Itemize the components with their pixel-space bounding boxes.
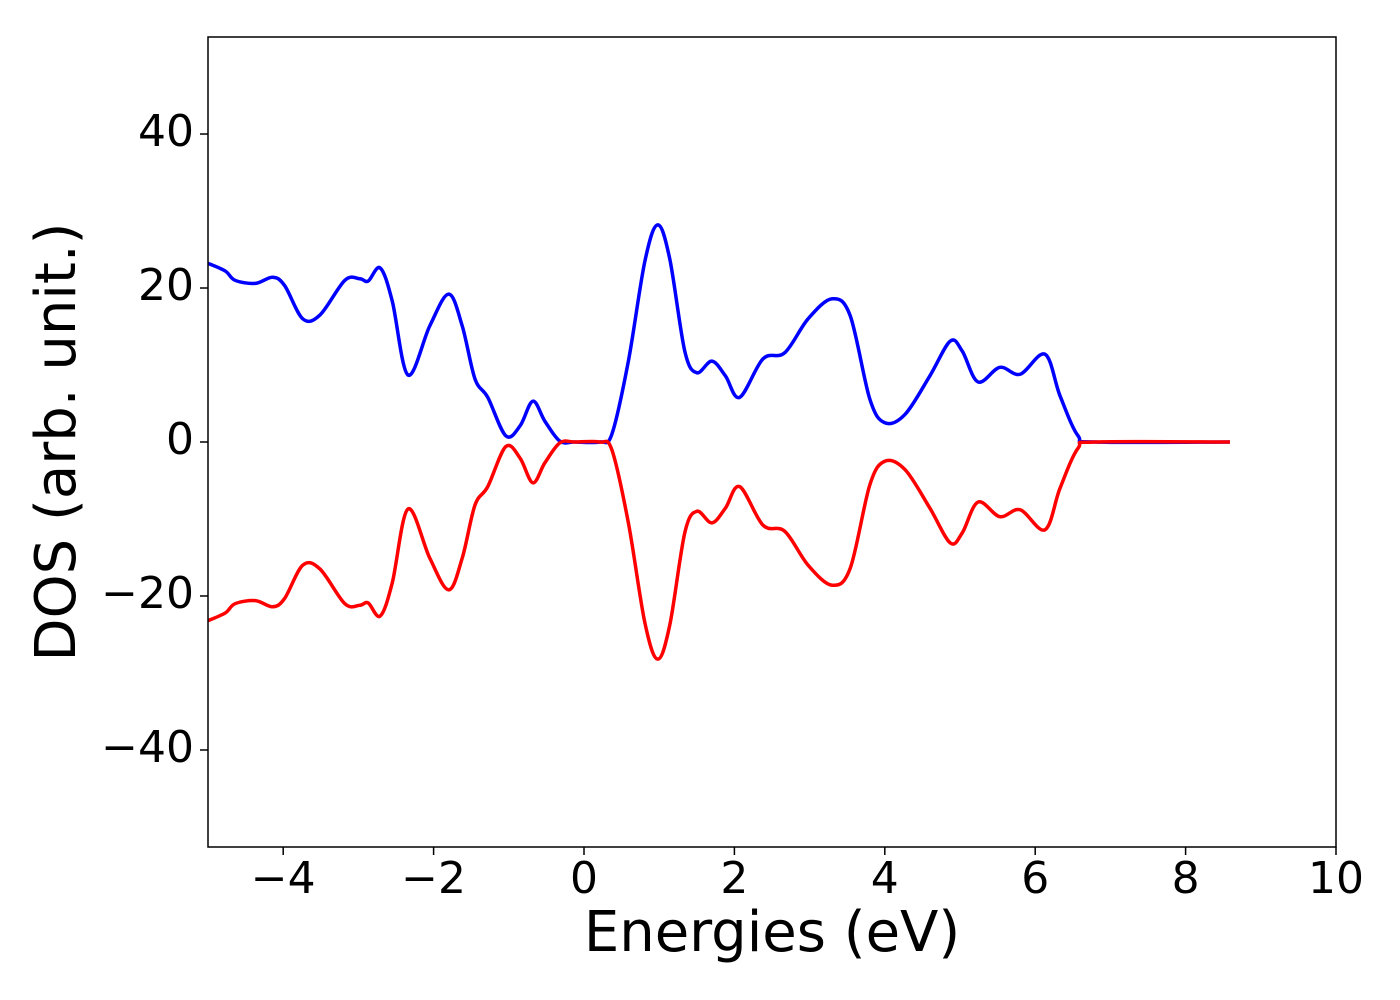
x-tick-label: 10 xyxy=(1308,853,1364,904)
x-tick-label: 4 xyxy=(871,853,899,904)
y-tick-label: −40 xyxy=(101,722,194,773)
dos-line xyxy=(208,223,1230,445)
x-tick-label: 2 xyxy=(720,853,748,904)
y-tick-label: 40 xyxy=(138,106,194,157)
y-tick-label: 0 xyxy=(166,414,194,465)
y-tick-label: 20 xyxy=(138,260,194,311)
x-tick-label: 0 xyxy=(570,853,598,904)
x-tick-label: −4 xyxy=(251,853,316,904)
y-tick-label: −20 xyxy=(101,568,194,619)
x-tick-label: −2 xyxy=(401,853,466,904)
dos-line xyxy=(208,439,1230,661)
x-tick-label: 8 xyxy=(1172,853,1200,904)
x-axis-label: Energies (eV) xyxy=(584,900,960,965)
y-axis-label: DOS (arb. unit.) xyxy=(24,222,89,661)
x-tick-label: 6 xyxy=(1021,853,1049,904)
plot-frame xyxy=(207,36,1337,848)
